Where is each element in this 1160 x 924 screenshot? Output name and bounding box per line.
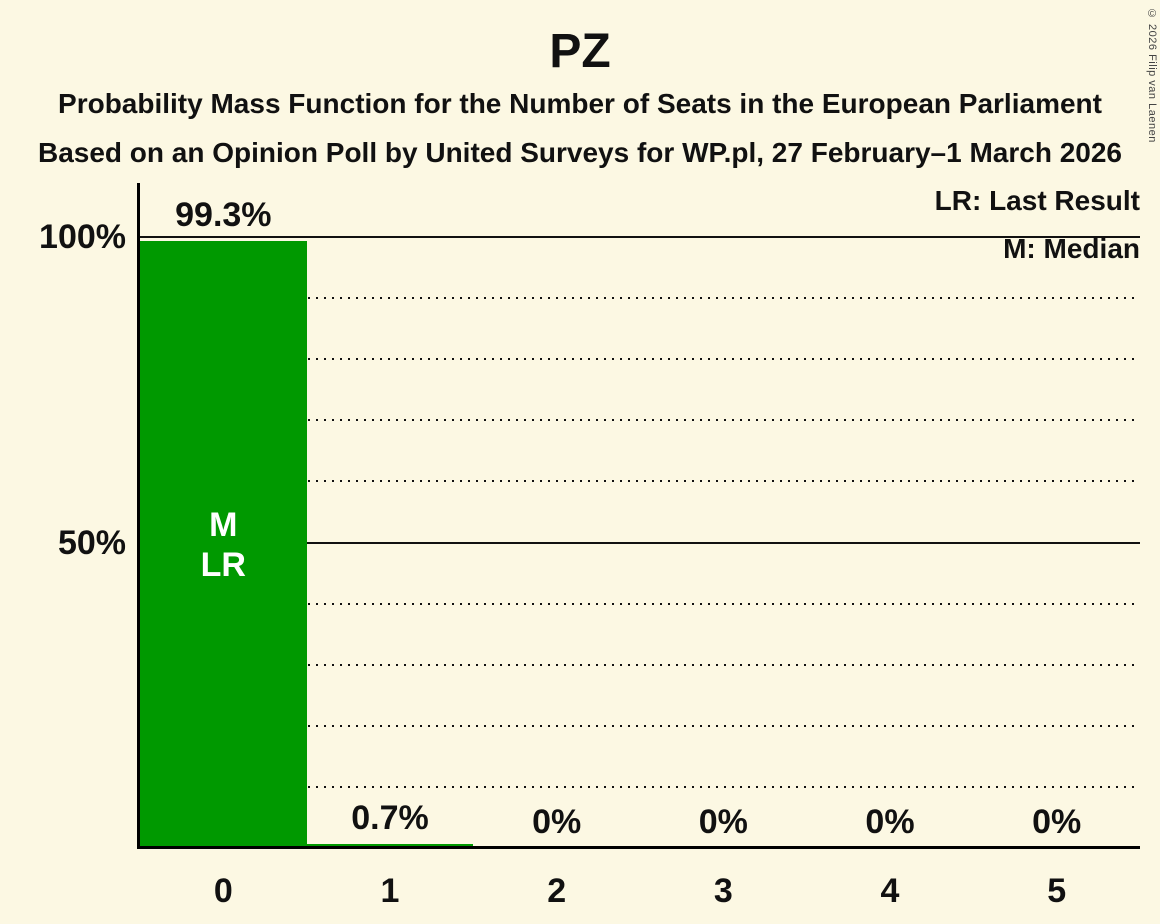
plot-area: 99.3% M LR 0 0.7% 1 0% 2 0% 3 0% 4 0% 5 bbox=[140, 197, 1140, 910]
gridline-100pct bbox=[140, 236, 1140, 238]
gridline-70pct bbox=[140, 419, 1140, 422]
chart-subtitle: Probability Mass Function for the Number… bbox=[58, 88, 1102, 119]
gridline-40pct bbox=[140, 602, 1140, 605]
value-label-seats-4: 0% bbox=[865, 803, 915, 841]
legend-median: M: Median bbox=[1003, 233, 1140, 264]
x-tick-label-5: 5 bbox=[1047, 872, 1067, 910]
value-label-seats-5: 0% bbox=[1032, 803, 1082, 841]
gridline-30pct bbox=[140, 663, 1140, 666]
bar-seats-1 bbox=[306, 843, 474, 848]
gridline-20pct bbox=[140, 724, 1140, 727]
gridline-80pct bbox=[140, 358, 1140, 361]
bar-seats-0 bbox=[140, 241, 307, 848]
value-label-seats-3: 0% bbox=[698, 803, 748, 841]
x-tick-label-1: 1 bbox=[380, 872, 400, 910]
annotation-lr: LR bbox=[200, 545, 246, 584]
value-label-seats-0: 99.3% bbox=[175, 196, 272, 235]
x-axis-line bbox=[137, 846, 1140, 849]
y-tick-label-100pct: 100% bbox=[39, 218, 126, 256]
chart-source-subtitle: Based on an Opinion Poll by United Surve… bbox=[37, 137, 1122, 168]
x-tick-label-3: 3 bbox=[713, 872, 733, 910]
copyright-text: © 2026 Filip van Laenen bbox=[1146, 8, 1158, 143]
value-label-seats-2: 0% bbox=[532, 803, 582, 841]
x-tick-label-2: 2 bbox=[547, 872, 567, 910]
gridline-10pct bbox=[140, 785, 1140, 788]
y-tick-label-50pct: 50% bbox=[57, 523, 126, 562]
x-tick-label-0: 0 bbox=[213, 872, 233, 910]
y-axis-line bbox=[137, 183, 140, 848]
gridline-50pct bbox=[140, 541, 1140, 544]
annotation-m: M bbox=[209, 505, 238, 544]
gridline-60pct bbox=[140, 480, 1140, 483]
x-tick-label-4: 4 bbox=[880, 872, 900, 910]
chart-title: PZ bbox=[549, 25, 611, 78]
value-label-seats-1: 0.7% bbox=[351, 798, 429, 837]
bar-annotation-seats-0: M LR bbox=[140, 505, 307, 585]
gridline-90pct bbox=[140, 297, 1140, 300]
legend-last-result: LR: Last Result bbox=[934, 185, 1140, 216]
